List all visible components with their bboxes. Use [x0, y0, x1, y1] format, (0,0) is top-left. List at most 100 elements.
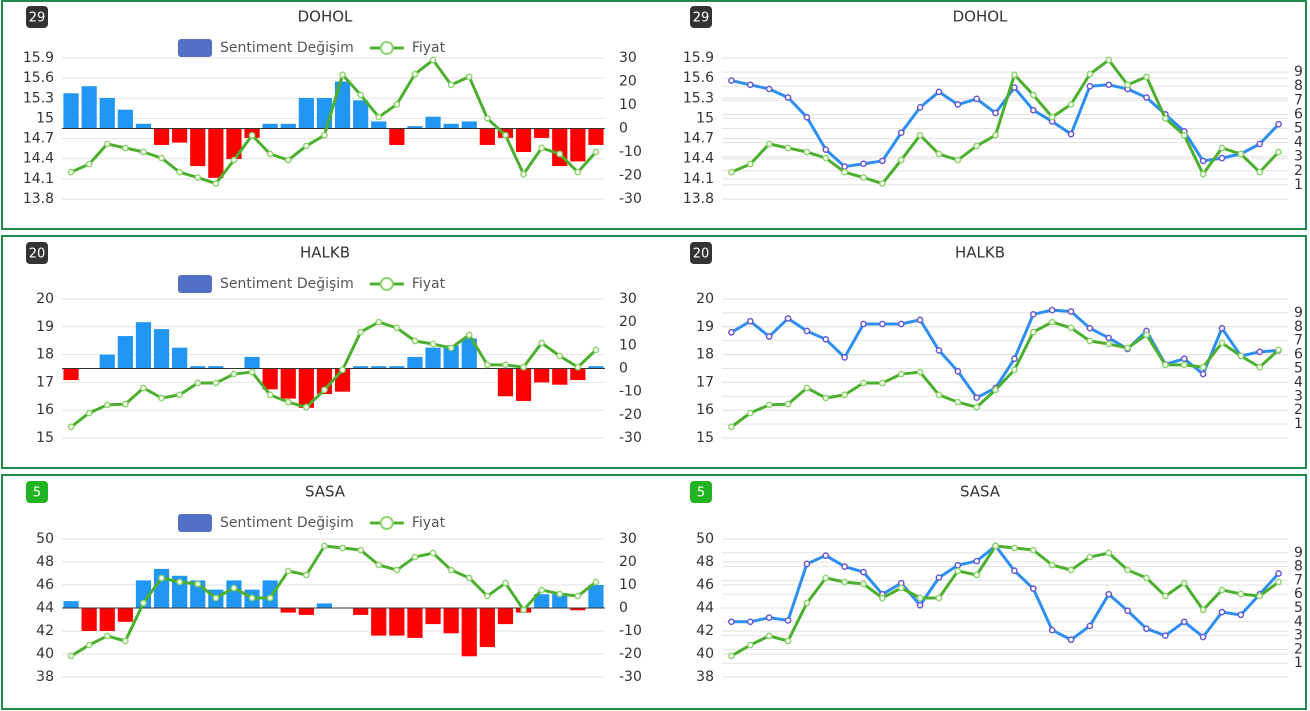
- y-tick-label: 15.9: [23, 50, 54, 66]
- point: [266, 391, 274, 399]
- y-tick-label: 48: [696, 554, 714, 570]
- bar: [298, 97, 314, 129]
- point: [1067, 130, 1075, 138]
- bar: [135, 123, 152, 129]
- point: [266, 594, 274, 602]
- point: [784, 315, 792, 322]
- legend-label: Sentiment Değişim: [220, 276, 354, 292]
- point: [1143, 73, 1150, 81]
- point: [954, 398, 962, 406]
- bar: [172, 347, 188, 369]
- bar: [443, 345, 459, 369]
- point: [935, 347, 943, 354]
- point: [303, 571, 310, 579]
- y2-tick-label: 7: [1294, 572, 1303, 588]
- y2-tick-label: 1: [1294, 655, 1303, 671]
- bar: [425, 347, 441, 369]
- bar: [63, 601, 79, 608]
- point: [728, 618, 735, 626]
- point: [230, 156, 238, 164]
- point: [841, 163, 848, 170]
- point: [248, 131, 256, 139]
- legend-swatch: [379, 277, 394, 291]
- point: [1237, 590, 1245, 598]
- point: [502, 361, 509, 369]
- point: [822, 146, 830, 153]
- point: [1256, 348, 1264, 356]
- point: [1048, 561, 1056, 569]
- point: [954, 101, 962, 108]
- y2-tick-label: -10: [619, 623, 642, 639]
- point: [784, 400, 792, 408]
- point: [784, 144, 792, 152]
- point: [728, 329, 735, 336]
- y2-tick-label: -30: [619, 191, 642, 207]
- point: [1105, 549, 1113, 557]
- point: [538, 586, 546, 594]
- point: [411, 553, 419, 561]
- badge: 29: [693, 11, 710, 26]
- point: [1124, 81, 1131, 89]
- point: [1029, 91, 1037, 99]
- bar: [515, 368, 532, 401]
- y2-tick-label: 5: [1294, 600, 1303, 616]
- point: [158, 394, 165, 402]
- legend-label: Fiyat: [412, 40, 446, 56]
- bar: [479, 128, 495, 145]
- point: [465, 331, 473, 339]
- point: [728, 423, 735, 431]
- point: [1086, 70, 1094, 78]
- y2-tick-label: 8: [1294, 319, 1303, 335]
- y-tick-label: 19: [696, 319, 714, 335]
- bar: [497, 368, 514, 397]
- y2-tick-label: 10: [619, 577, 637, 593]
- bar: [570, 608, 586, 611]
- badge: 5: [33, 486, 41, 501]
- badge-bg: [26, 481, 48, 503]
- point: [973, 557, 981, 565]
- point: [803, 599, 811, 607]
- point: [1218, 608, 1226, 616]
- point: [103, 401, 111, 409]
- bar: [99, 97, 115, 129]
- y-tick-label: 15.9: [683, 50, 714, 66]
- point: [765, 614, 773, 622]
- point: [592, 578, 600, 586]
- y2-tick-label: 2: [1294, 641, 1303, 657]
- y-tick-label: 20: [36, 291, 54, 307]
- point: [860, 320, 867, 328]
- point: [1105, 81, 1113, 89]
- point: [784, 617, 792, 624]
- point: [954, 367, 962, 375]
- point: [103, 140, 111, 148]
- point: [1011, 71, 1018, 79]
- point: [339, 71, 346, 79]
- y2-tick-label: 3: [1294, 628, 1303, 644]
- bar: [153, 128, 170, 145]
- point: [803, 148, 811, 156]
- bar: [135, 322, 152, 369]
- point: [140, 148, 147, 156]
- point: [212, 379, 220, 387]
- bar: [353, 366, 369, 369]
- point: [556, 150, 564, 158]
- bar: [298, 368, 314, 408]
- point: [1180, 131, 1188, 139]
- bar: [425, 116, 441, 129]
- point: [860, 379, 867, 387]
- point: [935, 88, 943, 96]
- bar: [570, 128, 586, 162]
- point: [1048, 626, 1056, 634]
- point: [916, 594, 924, 602]
- bar: [534, 368, 550, 383]
- bar: [389, 608, 405, 636]
- point: [1218, 339, 1226, 347]
- bar: [479, 608, 495, 648]
- bar: [497, 608, 514, 625]
- point: [67, 652, 75, 660]
- point: [765, 632, 773, 640]
- point: [1218, 586, 1226, 594]
- point: [992, 386, 999, 394]
- point: [1029, 546, 1037, 554]
